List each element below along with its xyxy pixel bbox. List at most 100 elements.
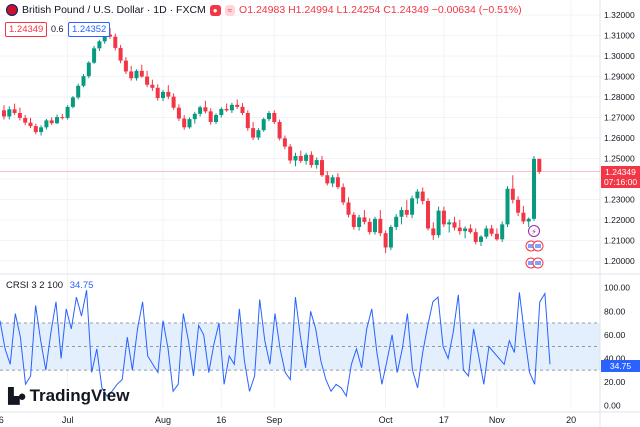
candle-body bbox=[145, 76, 150, 85]
candle bbox=[394, 214, 399, 231]
flag-stripe bbox=[535, 261, 541, 265]
crsi-line bbox=[0, 290, 551, 398]
time-tick-label: 26 bbox=[0, 415, 4, 425]
gbp-flag-icon bbox=[6, 4, 18, 16]
candle-body bbox=[415, 191, 420, 199]
candle-body bbox=[198, 107, 203, 114]
lightning-event-icon[interactable] bbox=[528, 225, 540, 237]
candle bbox=[33, 123, 38, 135]
sell-price-button[interactable]: 1.24349 bbox=[5, 22, 48, 37]
time-tick-label: Sep bbox=[266, 415, 282, 425]
price-tick-label: 1.31000 bbox=[604, 31, 635, 41]
candle bbox=[373, 216, 377, 235]
candle bbox=[2, 105, 6, 120]
candle bbox=[298, 150, 303, 163]
candle-body bbox=[441, 210, 446, 225]
crsi-band bbox=[0, 322, 600, 371]
time-tick-label: 17 bbox=[439, 415, 449, 425]
candle-body bbox=[139, 70, 144, 77]
price-tick-label: 1.32000 bbox=[604, 10, 635, 20]
candle-body bbox=[256, 130, 261, 138]
indicator-toggle-icon[interactable]: ≈ bbox=[224, 4, 236, 16]
candle bbox=[76, 83, 81, 100]
candle-body bbox=[463, 228, 468, 232]
candle-body bbox=[320, 160, 324, 176]
candle bbox=[192, 111, 197, 124]
crsi-tick-label: 80.00 bbox=[604, 306, 626, 316]
candle bbox=[182, 115, 187, 130]
candle-body bbox=[17, 113, 22, 118]
change-value: −0.00634 (−0.51%) bbox=[431, 4, 522, 16]
event-markers[interactable]: ⚡ bbox=[525, 225, 544, 269]
candle-body bbox=[426, 201, 430, 229]
candle-body bbox=[129, 71, 134, 79]
candle bbox=[516, 196, 521, 217]
symbol-header[interactable]: British Pound / U.S. Dollar · 1D · FXCM … bbox=[6, 4, 522, 16]
symbol-title[interactable]: British Pound / U.S. Dollar · 1D · FXCM bbox=[22, 4, 206, 16]
candle-body bbox=[404, 210, 409, 215]
candle bbox=[500, 221, 505, 242]
candle-body bbox=[298, 155, 303, 161]
candle bbox=[86, 61, 91, 79]
candle bbox=[431, 222, 436, 240]
last-price-value: 1.24349 bbox=[605, 167, 636, 177]
candle bbox=[304, 152, 309, 165]
candle bbox=[113, 33, 118, 51]
time-tick-label: 16 bbox=[216, 415, 226, 425]
candle-body bbox=[532, 158, 536, 219]
candle-body bbox=[166, 91, 171, 97]
time-tick-label: Jul bbox=[62, 415, 74, 425]
last-price-label: 1.24349 07:16:00 bbox=[601, 166, 640, 188]
candle-body bbox=[171, 96, 176, 108]
candlestick-series bbox=[2, 27, 542, 254]
candle bbox=[39, 125, 44, 136]
candle bbox=[176, 104, 181, 121]
candle-body bbox=[346, 202, 351, 215]
candle bbox=[240, 103, 245, 116]
candle-body bbox=[357, 217, 362, 228]
candle-body bbox=[161, 91, 165, 99]
candle-body bbox=[330, 177, 335, 184]
candle-body bbox=[240, 106, 245, 114]
candle bbox=[214, 113, 218, 125]
candle-body bbox=[473, 232, 478, 242]
candle-body bbox=[7, 109, 12, 117]
price-tick-label: 1.30000 bbox=[604, 51, 635, 61]
close-value: C1.24349 bbox=[383, 4, 429, 16]
candle-body bbox=[187, 119, 192, 128]
candle-body bbox=[282, 138, 287, 147]
candle bbox=[447, 219, 452, 233]
candle-body bbox=[65, 106, 70, 118]
candle bbox=[399, 207, 404, 225]
candle bbox=[484, 225, 489, 239]
candle-body bbox=[452, 222, 457, 228]
candle-body bbox=[431, 228, 436, 236]
candle bbox=[357, 214, 362, 231]
candle-body bbox=[447, 222, 452, 225]
candle bbox=[410, 195, 415, 219]
candle-body bbox=[203, 107, 208, 112]
candle-body bbox=[325, 175, 330, 184]
candle-body bbox=[304, 154, 309, 161]
candle bbox=[463, 226, 468, 239]
candle bbox=[388, 224, 393, 251]
crsi-legend[interactable]: CRSI 3 2 100 34.75 bbox=[6, 280, 93, 291]
market-status-badge[interactable]: ● bbox=[209, 4, 221, 16]
candle bbox=[426, 198, 430, 231]
tradingview-logo[interactable]: ▙● TradingView bbox=[8, 386, 129, 406]
candle-body bbox=[479, 236, 483, 242]
buy-price-button[interactable]: 1.24352 bbox=[68, 22, 111, 37]
price-tick-label: 1.29000 bbox=[604, 72, 635, 82]
candle bbox=[341, 183, 346, 206]
candle bbox=[251, 122, 256, 141]
candle bbox=[510, 175, 515, 204]
candle bbox=[441, 206, 446, 228]
candle-body bbox=[113, 36, 118, 48]
candle-body bbox=[335, 177, 340, 188]
candle-body bbox=[28, 122, 33, 127]
candle-body bbox=[383, 233, 388, 248]
candle-body bbox=[341, 187, 346, 203]
price-tick-label: 1.27000 bbox=[604, 113, 635, 123]
candle bbox=[155, 84, 160, 101]
